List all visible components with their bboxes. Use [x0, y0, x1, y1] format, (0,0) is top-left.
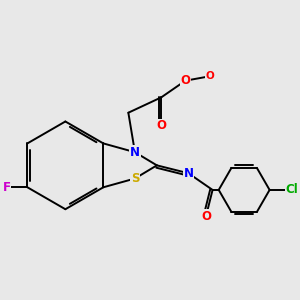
Text: N: N — [130, 146, 140, 159]
Text: O: O — [156, 119, 166, 132]
Text: Cl: Cl — [285, 183, 298, 196]
Text: O: O — [205, 71, 214, 81]
Text: O: O — [180, 74, 190, 87]
Text: O: O — [201, 210, 211, 223]
Text: F: F — [3, 181, 11, 194]
Text: N: N — [183, 167, 194, 180]
Text: S: S — [131, 172, 139, 185]
